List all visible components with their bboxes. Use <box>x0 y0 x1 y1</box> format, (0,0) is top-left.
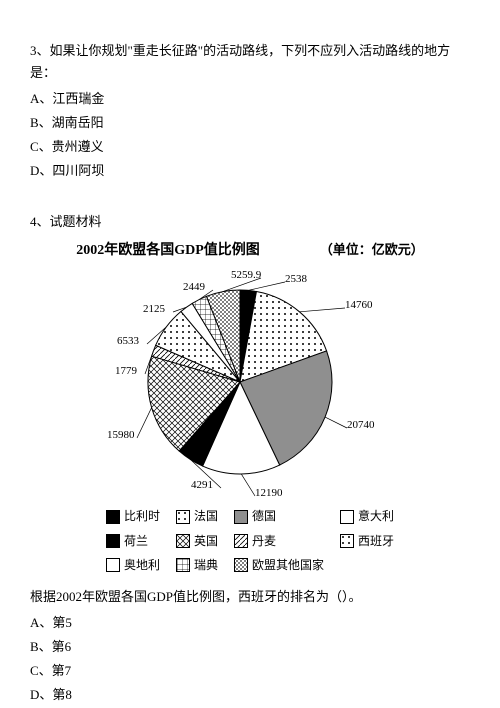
slice-value-label: 6533 <box>117 335 140 347</box>
legend-label: 丹麦 <box>252 531 276 551</box>
legend-label: 荷兰 <box>124 531 148 551</box>
legend-swatch <box>106 534 120 548</box>
legend-label: 法国 <box>194 506 218 526</box>
legend-item: 奥地利 <box>106 555 160 575</box>
q3-option-a[interactable]: A、江西瑞金 <box>30 88 470 110</box>
q3-stem: 3、如果让你规划"重走长征路"的活动路线，下列不应列入活动路线的地方是： <box>30 40 470 84</box>
legend-label: 英国 <box>194 531 218 551</box>
legend-swatch <box>106 510 120 524</box>
q4-option-a[interactable]: A、第5 <box>30 612 470 634</box>
legend-swatch <box>234 558 248 572</box>
legend-item: 法国 <box>176 506 218 526</box>
legend-label: 瑞典 <box>194 555 218 575</box>
slice-value-label: 4291 <box>191 479 213 491</box>
legend-label: 欧盟其他国家 <box>252 555 324 575</box>
legend-item: 丹麦 <box>234 531 324 551</box>
pie-chart-container: 2002年欧盟各国GDP值比例图 （单位：亿欧元） <box>30 239 470 576</box>
slice-value-label: 14760 <box>345 299 373 311</box>
q4-option-b[interactable]: B、第6 <box>30 636 470 658</box>
chart-title: 2002年欧盟各国GDP值比例图 <box>76 239 260 263</box>
legend-item: 比利时 <box>106 506 160 526</box>
legend-swatch <box>176 534 190 548</box>
legend-swatch <box>234 534 248 548</box>
chart-unit: （单位：亿欧元） <box>320 239 424 261</box>
q3-option-c[interactable]: C、贵州遵义 <box>30 136 470 158</box>
legend-swatch <box>176 558 190 572</box>
legend-swatch <box>340 510 354 524</box>
legend-swatch <box>176 510 190 524</box>
legend-item: 荷兰 <box>106 531 160 551</box>
legend-item: 欧盟其他国家 <box>234 555 324 575</box>
legend-item: 英国 <box>176 531 218 551</box>
slice-value-label: 5259.9 <box>231 269 262 281</box>
q4-option-c[interactable]: C、第7 <box>30 660 470 682</box>
slice-value-label: 15980 <box>107 429 135 441</box>
legend-swatch <box>106 558 120 572</box>
slice-value-label: 2125 <box>143 303 166 315</box>
question-3: 3、如果让你规划"重走长征路"的活动路线，下列不应列入活动路线的地方是： A、江… <box>30 40 470 183</box>
legend-item: 瑞典 <box>176 555 218 575</box>
legend-item: 意大利 <box>340 506 394 526</box>
q4-option-d[interactable]: D、第8 <box>30 684 470 706</box>
legend-label: 奥地利 <box>124 555 160 575</box>
legend-label: 比利时 <box>124 506 160 526</box>
slice-value-label: 1779 <box>115 365 138 377</box>
q3-option-b[interactable]: B、湖南岳阳 <box>30 112 470 134</box>
pie-chart-svg: 2538 14760 20740 12190 4291 15980 1779 6533 2125… <box>85 264 415 500</box>
slice-value-label: 2538 <box>285 273 308 285</box>
slice-value-label: 2449 <box>183 281 206 293</box>
question-4: 4、试题材料 2002年欧盟各国GDP值比例图 （单位：亿欧元） <box>30 211 470 707</box>
legend-item: 德国 <box>234 506 324 526</box>
slice-value-label: 20740 <box>347 419 375 431</box>
legend-item: 西班牙 <box>340 531 394 551</box>
legend-label: 德国 <box>252 506 276 526</box>
q3-option-d[interactable]: D、四川阿坝 <box>30 160 470 182</box>
chart-legend: 比利时 法国 德国 意大利荷兰 英国 丹麦 西班牙奥地利 瑞典 欧盟其他国家 <box>30 506 470 575</box>
legend-swatch <box>234 510 248 524</box>
legend-label: 西班牙 <box>358 531 394 551</box>
legend-swatch <box>340 534 354 548</box>
slice-value-label: 12190 <box>255 487 283 499</box>
q4-question: 根据2002年欧盟各国GDP值比例图，西班牙的排名为（）。 <box>30 586 470 608</box>
legend-label: 意大利 <box>358 506 394 526</box>
q4-header: 4、试题材料 <box>30 211 470 233</box>
